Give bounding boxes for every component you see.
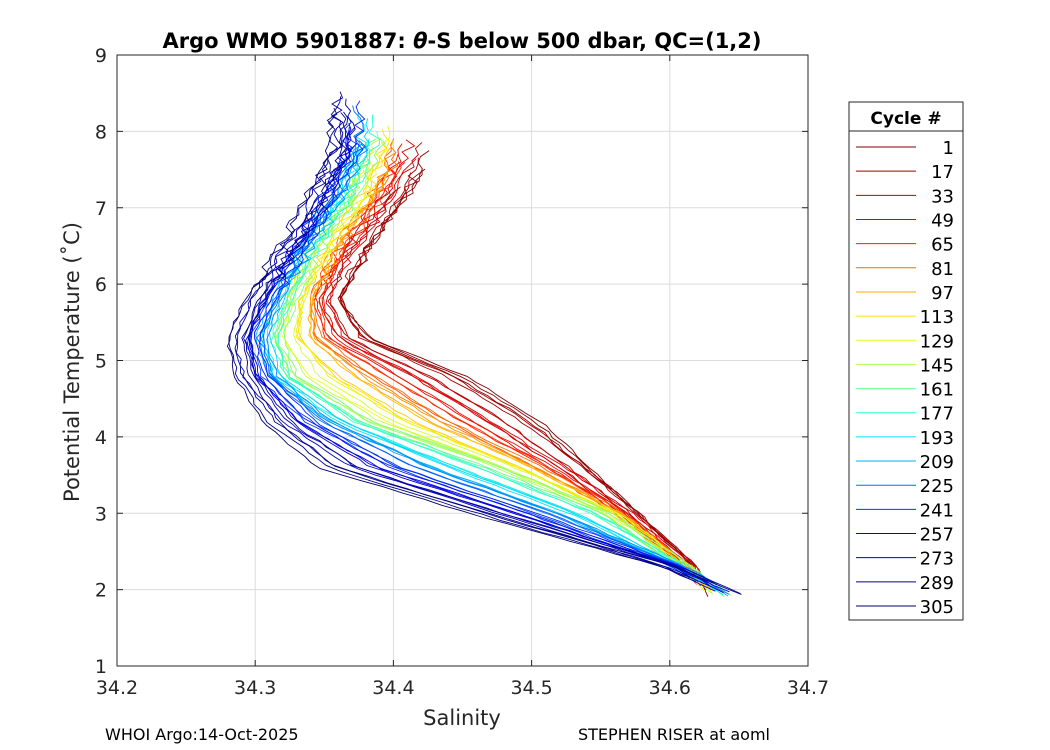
y-tick-label: 4 (95, 427, 107, 449)
legend-label: 17 (931, 162, 954, 183)
legend-label: 241 (920, 500, 954, 521)
legend-label: 161 (920, 380, 954, 401)
y-tick-label: 9 (95, 45, 107, 67)
profile-line (283, 137, 697, 579)
legend-label: 81 (931, 259, 954, 280)
y-tick-label: 7 (95, 198, 107, 220)
profile-line (308, 139, 704, 580)
profile-line (266, 143, 718, 585)
profile-line (273, 138, 709, 585)
profile-line (339, 172, 712, 589)
y-tick-label: 8 (95, 121, 107, 143)
legend-label: 225 (920, 476, 954, 497)
footer-credit-left: WHOI Argo:14-Oct-2025 (105, 725, 299, 744)
profile-line (269, 118, 712, 584)
profile-line (321, 139, 701, 587)
profile-line (283, 131, 732, 596)
legend-label: 177 (920, 404, 954, 425)
profile-line (295, 141, 713, 595)
profile-line (313, 153, 698, 576)
y-tick-label: 5 (95, 351, 107, 373)
profile-line (280, 150, 706, 591)
legend-label: 193 (920, 428, 954, 449)
legend-label: 273 (920, 549, 954, 570)
chart-title-suffix: -S below 500 dbar, QC=(1,2) (428, 29, 762, 53)
x-tick-label: 34.4 (372, 677, 414, 699)
chart-title-theta: θ (413, 29, 427, 53)
profile-line (263, 140, 696, 575)
axis-ticks: 34.2 34.3 34.4 34.5 34.6 34.7 1 2 3 4 5 6 7 8 9 (95, 45, 829, 699)
legend-entries: 1 17 33 49 65 81 97 113 129 145 161 177 193 209 225 241… (856, 138, 954, 618)
legend-label: 305 (920, 597, 954, 618)
profile-line (247, 116, 699, 582)
x-tick-label: 34.2 (96, 677, 138, 699)
legend-label: 129 (920, 331, 954, 352)
x-tick-label: 34.5 (510, 677, 552, 699)
profile-line (327, 142, 699, 577)
profile-line (277, 114, 726, 592)
legend-label: 97 (931, 283, 954, 304)
chart-title-prefix: Argo WMO 5901887: (162, 29, 413, 53)
legend-label: 113 (920, 307, 954, 328)
y-tick-label: 1 (95, 656, 107, 678)
x-tick-label: 34.3 (234, 677, 276, 699)
legend-label: 145 (920, 355, 954, 376)
y-tick-label: 6 (95, 274, 107, 296)
legend-label: 209 (920, 452, 954, 473)
profile-line (274, 138, 717, 592)
legend-label: 1 (943, 138, 954, 159)
legend-title: Cycle # (870, 109, 941, 129)
legend-label: 289 (920, 573, 954, 594)
profile-line (322, 162, 702, 579)
legend-label: 257 (920, 525, 954, 546)
profile-lines (226, 91, 742, 598)
profile-line (241, 111, 742, 595)
profile-line (253, 142, 715, 584)
legend-label: 65 (931, 235, 954, 256)
legend-label: 33 (931, 186, 954, 207)
profile-line (318, 161, 706, 584)
profile-line (250, 127, 730, 593)
y-axis-label: Potential Temperature (˚C) (60, 222, 84, 502)
y-tick-label: 2 (95, 580, 107, 602)
x-tick-label: 34.7 (787, 677, 829, 699)
chart-title: Argo WMO 5901887: θ-S below 500 dbar, QC… (162, 29, 761, 53)
x-tick-label: 34.6 (649, 677, 691, 699)
legend: Cycle # 1 17 33 49 65 81 97 113 129 145 161 177 193 2… (848, 101, 964, 621)
profile-line (234, 91, 724, 594)
profile-line (226, 107, 694, 580)
profile-line (325, 186, 693, 579)
profile-line (330, 158, 707, 581)
profile-line (256, 105, 730, 595)
footer-credit-right: STEPHEN RISER at aoml (578, 725, 770, 744)
profile-line (228, 116, 697, 582)
profile-line (293, 169, 707, 579)
profile-line (337, 157, 705, 586)
y-tick-label: 3 (95, 503, 107, 525)
profile-line (243, 112, 708, 584)
legend-label: 49 (931, 210, 954, 231)
x-axis-label: Salinity (423, 706, 501, 730)
